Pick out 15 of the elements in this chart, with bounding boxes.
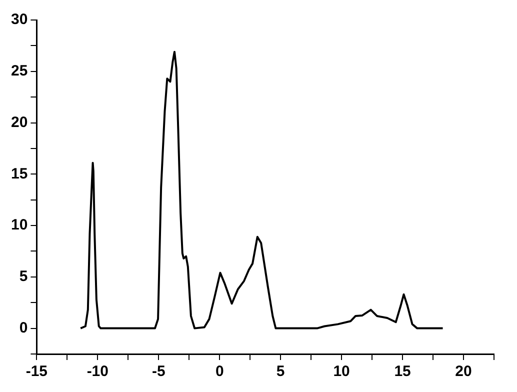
x-tick-label: 15 <box>394 363 411 380</box>
y-tick-label: 15 <box>10 165 28 182</box>
x-tick-label: 0 <box>215 363 224 380</box>
x-tick-label: 20 <box>455 363 472 380</box>
y-tick-label: 25 <box>10 62 28 80</box>
y-tick-label: 0 <box>19 319 28 336</box>
y-tick-label: 5 <box>19 268 28 286</box>
y-tick-label: 30 <box>10 11 28 28</box>
x-tick-label: 5 <box>276 363 285 380</box>
x-tick-label: 10 <box>333 363 350 380</box>
y-tick-label: 20 <box>10 114 28 131</box>
x-tick-label: -5 <box>152 363 166 380</box>
x-tick-label: -10 <box>86 363 109 380</box>
x-tick-label: -15 <box>26 363 48 380</box>
y-tick-label: 10 <box>10 216 28 234</box>
